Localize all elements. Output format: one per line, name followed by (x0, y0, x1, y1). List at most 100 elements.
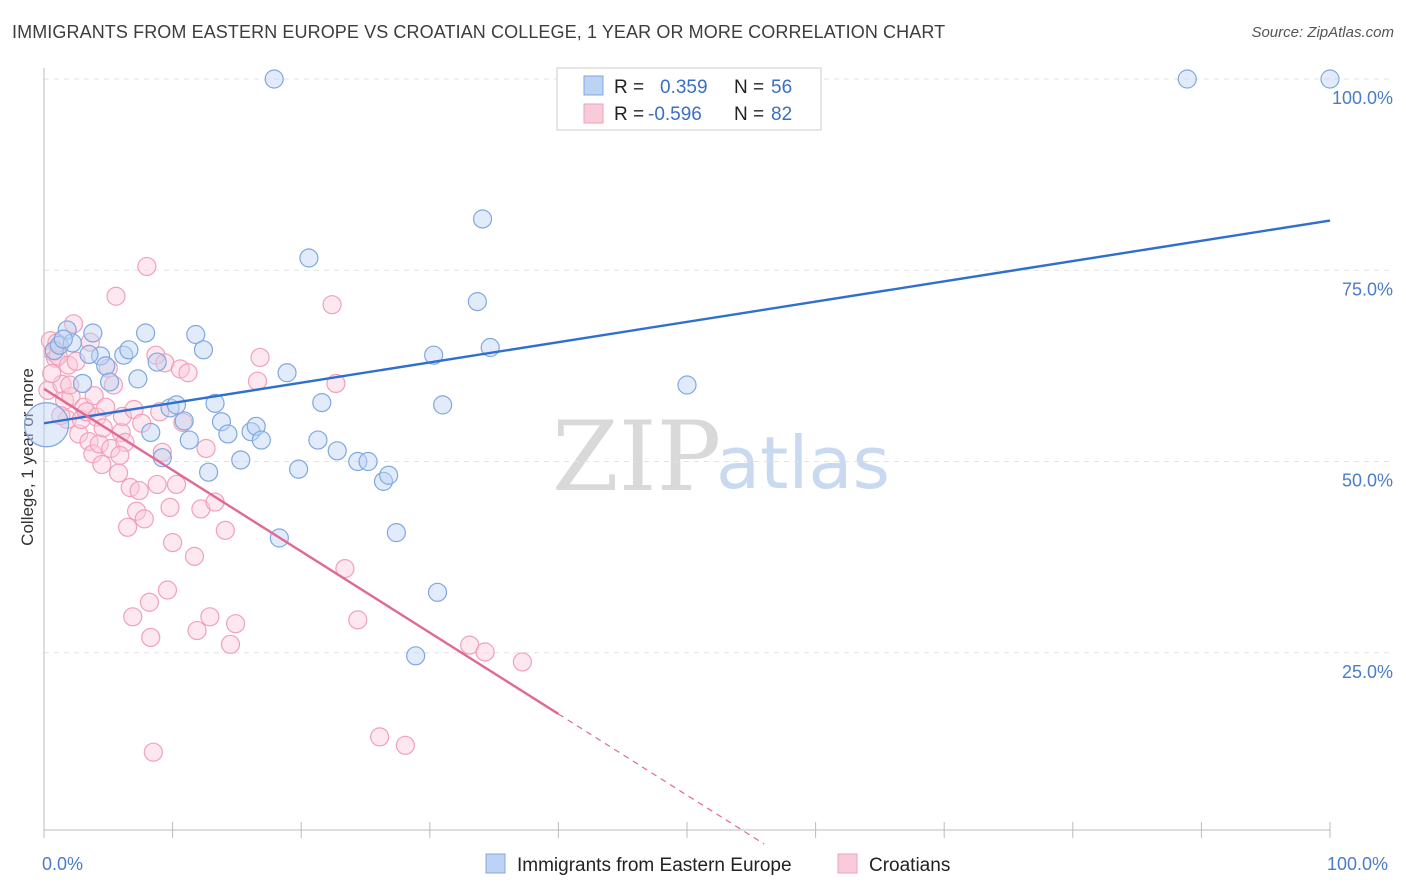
croatian-point-66 (250, 347, 270, 368)
eastern-point-23 (199, 462, 219, 482)
eastern-point-10 (114, 345, 134, 365)
eastern-point-47 (433, 395, 453, 415)
croatian-point-47 (150, 402, 170, 422)
croatian-point-51 (160, 497, 180, 517)
trend-lines (43, 219, 1331, 845)
eastern-point-5 (72, 373, 93, 394)
croatian-point-81 (173, 412, 193, 433)
croatian-point-62 (215, 520, 235, 540)
croatian-point-71 (370, 727, 390, 747)
legend-n-value-croatians: 82 (771, 104, 792, 125)
croatian-point-52 (163, 532, 183, 553)
eastern-point-45 (424, 345, 444, 365)
croatian-point-38 (129, 480, 149, 501)
legend-n-value-eastern: 56 (771, 77, 792, 98)
chart-source: Source: ZipAtlas.com (1251, 24, 1394, 41)
x-tick-label-left: 0.0% (42, 854, 83, 874)
series-legend-swatch-croatians (837, 853, 858, 874)
chart-title: IMMIGRANTS FROM EASTERN EUROPE VS CROATI… (12, 22, 946, 42)
croatian-point-44 (143, 742, 163, 762)
croatian-point-57 (187, 620, 207, 641)
series-legend-label-croatians: Croatians (869, 855, 950, 876)
eastern-point-55 (79, 344, 99, 364)
legend-r-value-croatians: -0.596 (648, 104, 702, 125)
x-tick-label-right: 100.0% (1327, 854, 1388, 874)
croatian-point-21 (89, 434, 109, 454)
eastern-point-33 (277, 363, 297, 383)
eastern-point-41 (373, 471, 394, 491)
watermark-atlas: atlas (716, 421, 890, 505)
croatian-point-37 (126, 501, 147, 521)
croatian-point-29 (108, 463, 129, 483)
croatian-point-50 (157, 580, 178, 600)
croatian-point-72 (395, 735, 415, 755)
croatian-point-46 (147, 474, 167, 495)
legend-n-label-croatians: N = (734, 104, 764, 125)
eastern-point-31 (264, 69, 284, 89)
y-axis-label: College, 1 year or more (18, 368, 37, 546)
eastern-point-46 (427, 582, 448, 602)
legend-r-label-croatians: R = (614, 104, 644, 125)
eastern-point-40 (358, 451, 378, 472)
eastern-point-26 (218, 424, 238, 444)
eastern-point-0 (23, 402, 70, 448)
croatian-point-67 (322, 295, 342, 315)
eastern-point-38 (327, 441, 347, 461)
eastern-point-9 (99, 372, 120, 392)
legend-r-value-eastern: 0.359 (660, 77, 708, 98)
eastern-point-6 (83, 323, 103, 343)
croatian-point-41 (137, 256, 157, 277)
eastern-point-13 (135, 323, 156, 343)
croatian-trend-line (43, 387, 560, 715)
eastern-point-49 (472, 209, 493, 229)
series-legend-swatch-eastern (485, 853, 506, 874)
y-tick-label-3: 25.0% (1342, 662, 1393, 682)
eastern-point-15 (147, 352, 167, 372)
legend-swatch-eastern (583, 75, 604, 96)
croatian-point-53 (166, 474, 187, 495)
croatian-point-60 (200, 607, 220, 627)
eastern-point-35 (299, 248, 319, 268)
croatian-point-63 (220, 634, 241, 654)
eastern-point-51 (677, 375, 697, 395)
y-tick-label-1: 75.0% (1342, 279, 1393, 299)
croatians-points (38, 256, 532, 762)
croatian-point-59 (196, 438, 216, 459)
croatian-trend-extension (558, 713, 765, 845)
croatian-point-78 (42, 363, 62, 384)
eastern-point-52 (1177, 69, 1197, 89)
croatian-point-64 (226, 614, 246, 634)
series-legend: Immigrants from Eastern Europe Croatians (485, 853, 950, 876)
croatian-point-33 (117, 517, 138, 537)
croatian-point-22 (92, 454, 112, 475)
eastern-point-44 (406, 646, 426, 666)
y-tick-label-0: 100.0% (1332, 88, 1393, 108)
eastern-point-27 (231, 450, 251, 470)
eastern-point-48 (467, 292, 487, 312)
eastern-point-25 (211, 412, 232, 432)
eastern-point-42 (379, 465, 399, 485)
croatian-point-55 (178, 363, 198, 383)
eastern-point-22 (193, 340, 214, 360)
y-tick-labels: 100.0% 75.0% 50.0% 25.0% (1332, 88, 1393, 682)
legend-n-label-eastern: N = (734, 77, 764, 98)
y-tick-label-2: 50.0% (1342, 471, 1393, 491)
eastern-point-30 (251, 430, 271, 450)
croatian-point-74 (475, 642, 495, 662)
eastern-point-19 (174, 411, 194, 431)
croatian-point-12 (69, 424, 89, 444)
x-ticks (43, 822, 1331, 838)
series-legend-label-eastern: Immigrants from Eastern Europe (517, 855, 792, 876)
croatian-point-56 (184, 546, 205, 566)
watermark-zip: ZIP (552, 401, 721, 513)
eastern-point-8 (96, 356, 116, 376)
eastern-point-14 (141, 422, 161, 443)
eastern-point-18 (166, 395, 187, 415)
eastern-point-34 (289, 459, 309, 479)
eastern-point-21 (186, 324, 206, 345)
croatian-point-75 (512, 652, 532, 672)
eastern-trend-line (43, 219, 1331, 425)
croatian-point-28 (106, 286, 126, 306)
croatian-point-80 (110, 445, 130, 465)
